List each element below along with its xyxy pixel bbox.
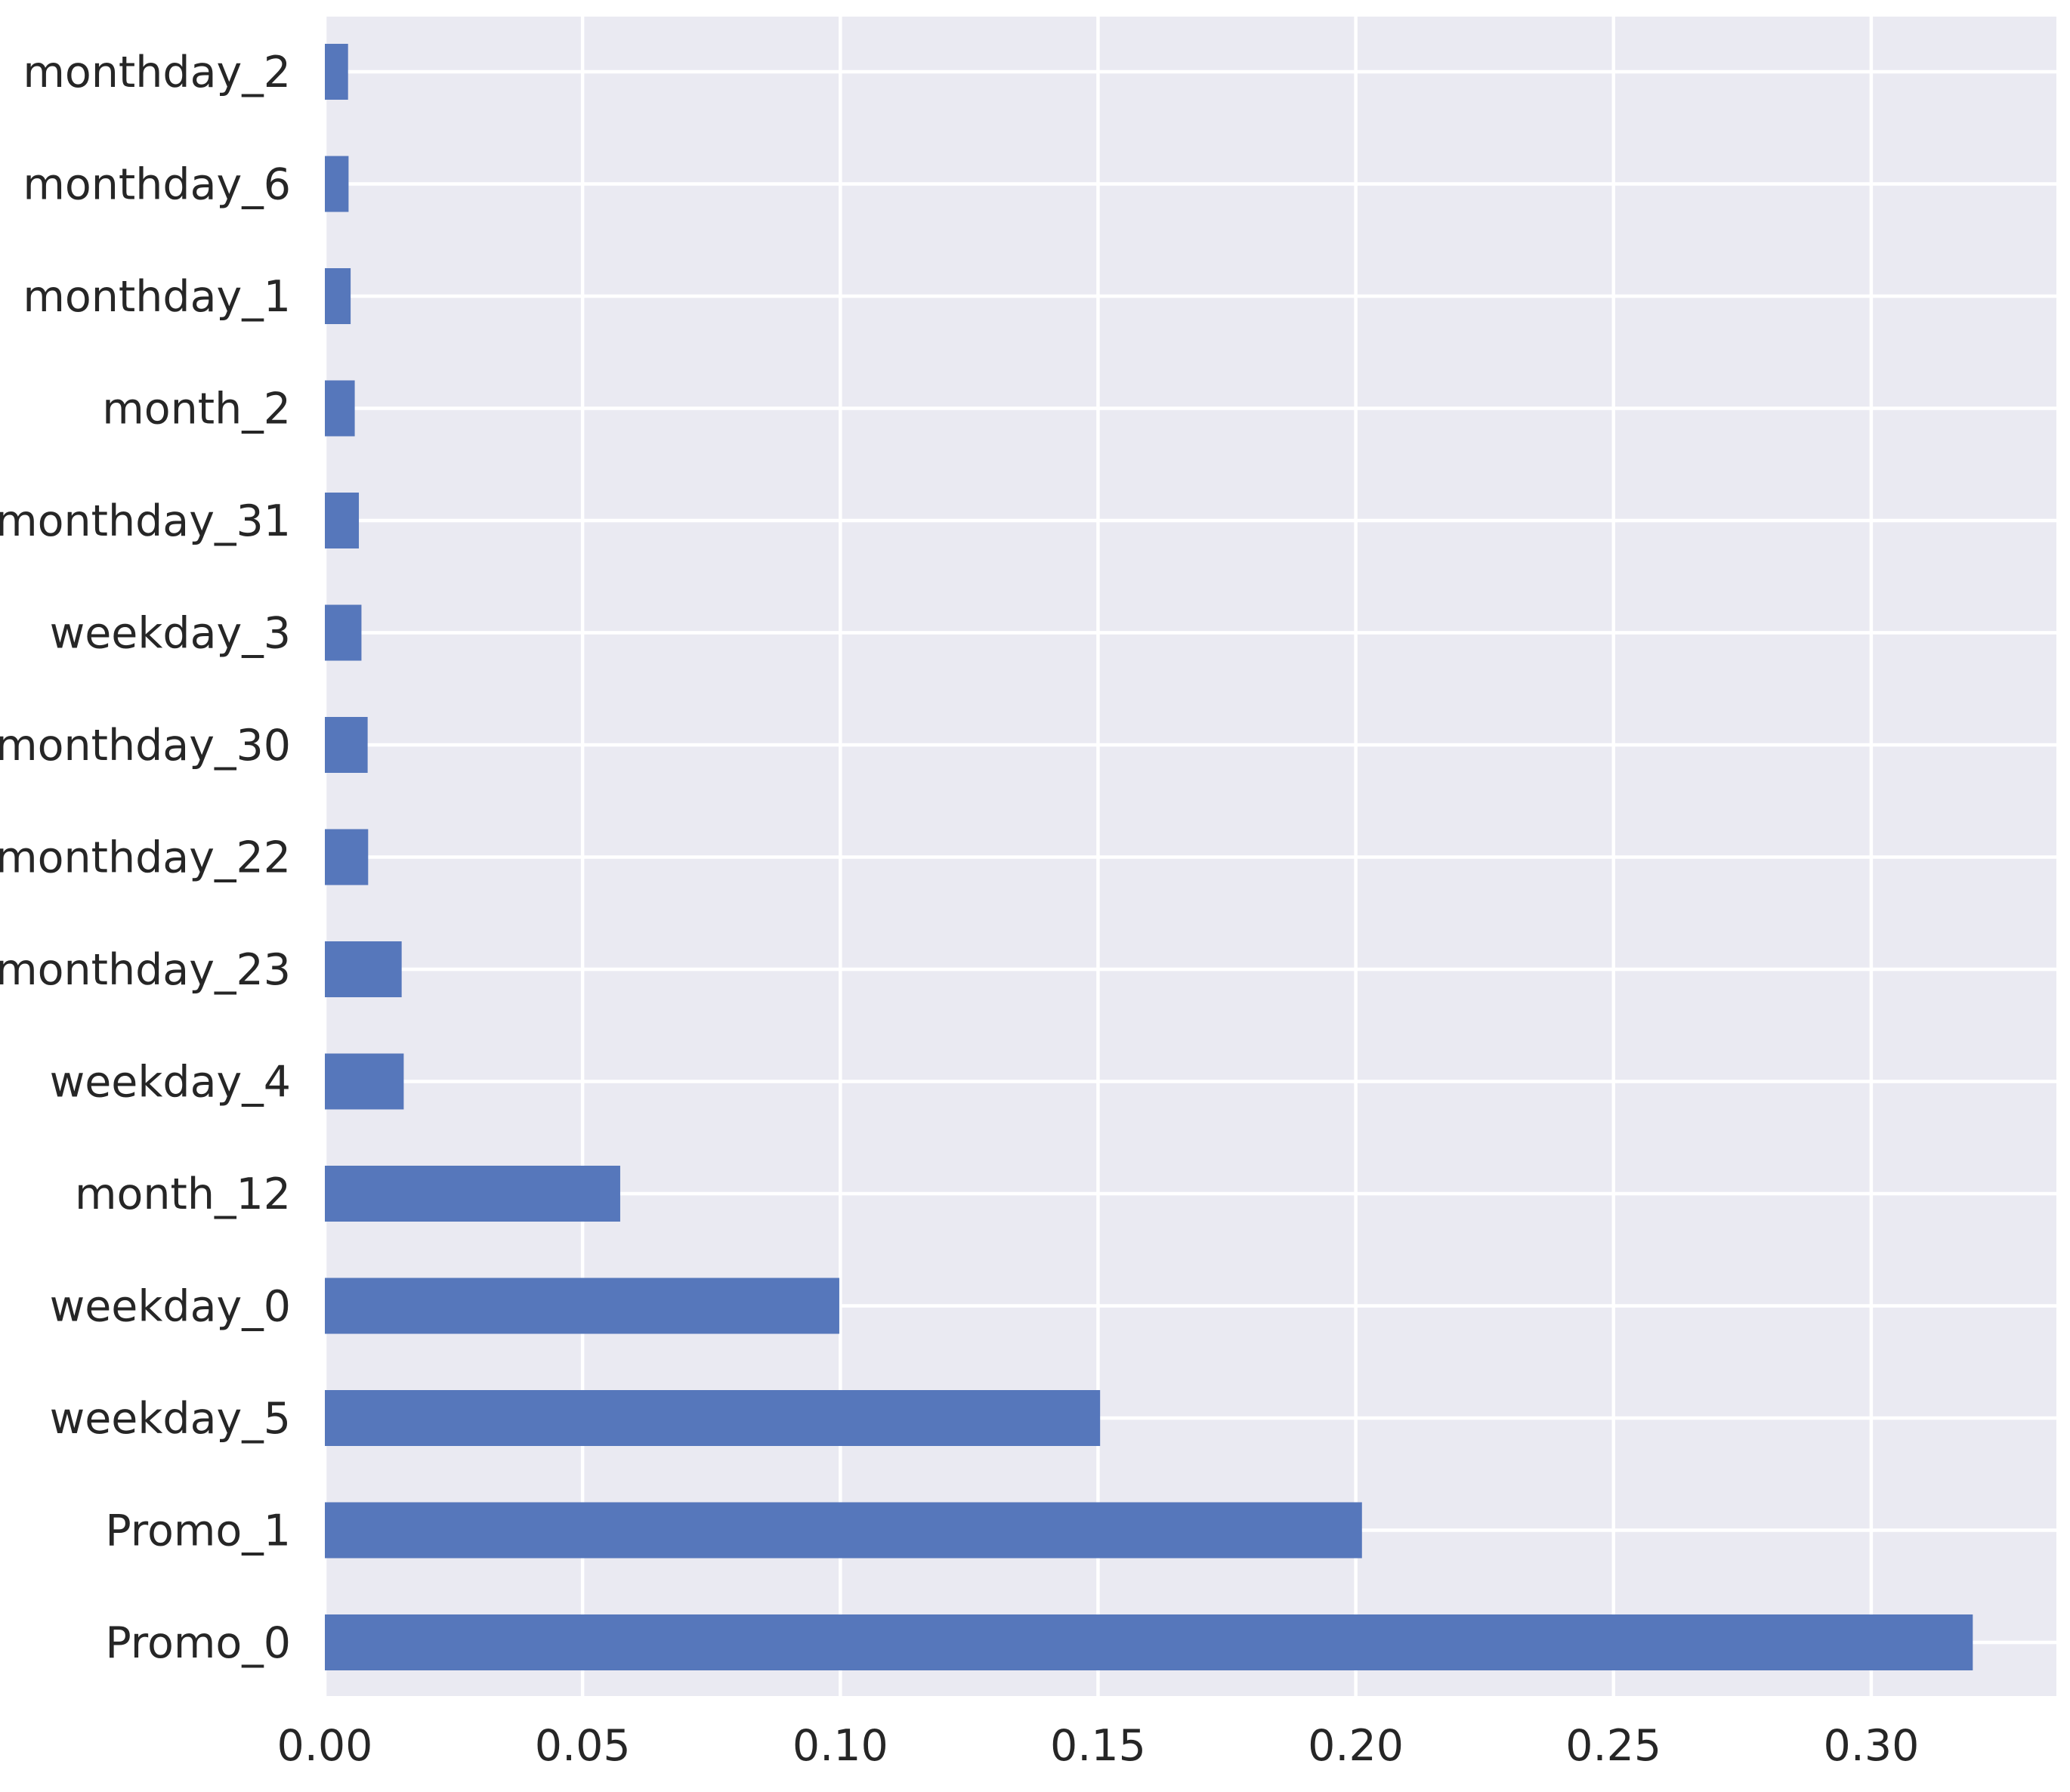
- x-tick-label: 0.25: [1565, 1721, 1661, 1771]
- x-tick-label: 0.20: [1308, 1721, 1404, 1771]
- bar-weekday-5: [325, 1390, 1101, 1446]
- bar-promo-0: [325, 1614, 1973, 1670]
- bar-month-12: [325, 1166, 620, 1222]
- x-tick-label: 0.30: [1823, 1721, 1919, 1771]
- y-tick-label: monthday_1: [23, 272, 291, 322]
- y-tick-label: weekday_5: [50, 1394, 291, 1444]
- y-tick-label: weekday_4: [50, 1058, 291, 1108]
- x-tick-labels: 0.00 0.05 0.10 0.15 0.20 0.25 0.30: [277, 1721, 1920, 1771]
- y-tick-label: monthday_6: [23, 160, 291, 210]
- y-tick-label: monthday_22: [0, 833, 291, 883]
- bar-monthday-31: [325, 493, 360, 548]
- bar-month-2: [325, 380, 355, 437]
- y-tick-labels: monthday_2 monthday_6 monthday_1 month_2mon…: [0, 48, 291, 1668]
- bar-weekday-3: [325, 604, 362, 661]
- y-tick-label: Promo_0: [105, 1618, 291, 1668]
- bar-monthday-22: [325, 829, 369, 885]
- y-tick-label: month_12: [75, 1169, 291, 1219]
- bars: [325, 44, 1973, 1670]
- bar-weekday-0: [325, 1278, 839, 1334]
- bar-monthday-6: [325, 156, 349, 212]
- y-tick-label: monthday_2: [23, 48, 291, 97]
- x-tick-label: 0.15: [1050, 1721, 1146, 1771]
- y-tick-label: month_2: [102, 385, 291, 434]
- y-tick-label: monthday_31: [0, 496, 291, 546]
- x-tick-label: 0.00: [277, 1721, 373, 1771]
- y-tick-label: weekday_0: [50, 1282, 291, 1332]
- bar-weekday-4: [325, 1053, 404, 1110]
- x-tick-label: 0.05: [535, 1721, 631, 1771]
- bar-monthday-1: [325, 268, 351, 324]
- bar-promo-1: [325, 1502, 1362, 1559]
- bar-monthday-30: [325, 717, 368, 773]
- bar-monthday-2: [325, 44, 348, 100]
- y-tick-label: monthday_23: [0, 945, 291, 995]
- y-tick-label: weekday_3: [50, 609, 291, 659]
- x-tick-label: 0.10: [792, 1721, 888, 1771]
- y-tick-label: Promo_1: [105, 1506, 291, 1556]
- bar-monthday-23: [325, 941, 402, 997]
- y-tick-label: monthday_30: [0, 721, 291, 771]
